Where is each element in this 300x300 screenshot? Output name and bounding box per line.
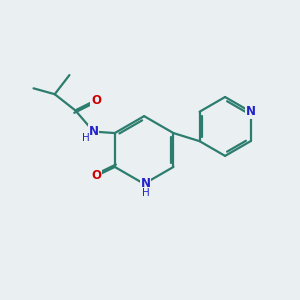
Text: N: N [141,177,151,190]
Text: O: O [92,169,101,182]
Text: N: N [88,125,99,138]
Text: H: H [142,188,149,198]
Text: O: O [91,94,101,106]
Text: N: N [246,105,256,118]
Text: H: H [82,133,89,143]
